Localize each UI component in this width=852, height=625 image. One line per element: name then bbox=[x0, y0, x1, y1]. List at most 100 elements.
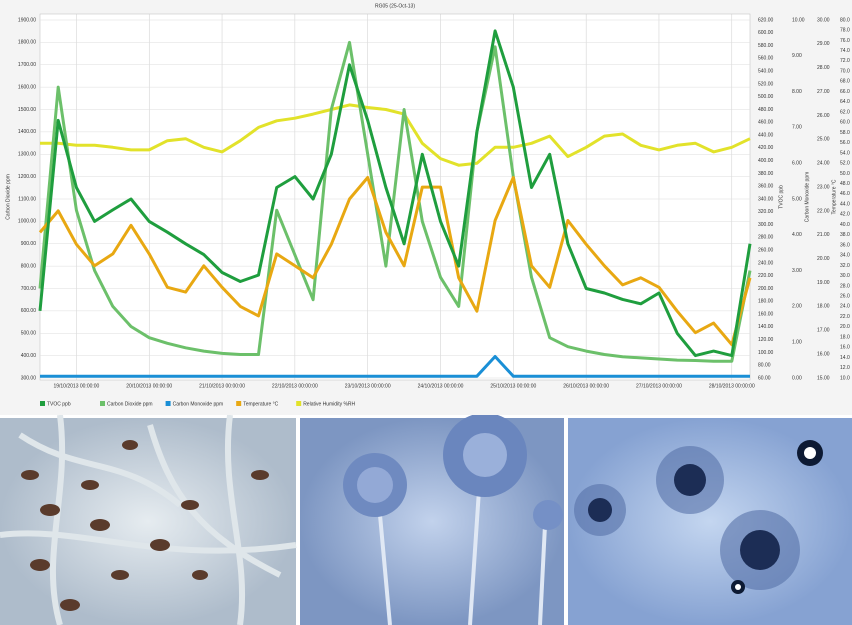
y2-tick-label: 200.00 bbox=[758, 286, 774, 292]
y5-tick-label: 34.0 bbox=[840, 253, 850, 259]
y-tick-label: 1500.00 bbox=[18, 107, 36, 113]
y-tick-label: 1600.00 bbox=[18, 84, 36, 90]
chart: RG05 (25-Oct-13) Carbon Dioxide ppm TVOC… bbox=[0, 0, 852, 415]
y2-tick-label: 560.00 bbox=[758, 56, 774, 62]
micrograph-1 bbox=[0, 415, 296, 625]
y3-tick-label: 8.00 bbox=[792, 89, 802, 95]
y5-tick-label: 78.0 bbox=[840, 28, 850, 34]
y5-tick-label: 80.0 bbox=[840, 17, 850, 23]
y4-tick-label: 26.00 bbox=[817, 113, 830, 119]
x-tick-label: 20/10/2013 00:00:00 bbox=[126, 383, 172, 389]
legend-swatch bbox=[236, 401, 241, 406]
y4-tick-label: 23.00 bbox=[817, 184, 830, 190]
y5-tick-label: 68.0 bbox=[840, 79, 850, 85]
y-tick-label: 700.00 bbox=[21, 286, 37, 292]
y5-tick-label: 14.0 bbox=[840, 355, 850, 361]
y2-tick-label: 540.00 bbox=[758, 68, 774, 74]
y5-tick-label: 56.0 bbox=[840, 140, 850, 146]
y2-tick-label: 360.00 bbox=[758, 184, 774, 190]
y3-tick-label: 9.00 bbox=[792, 53, 802, 59]
y5-tick-label: 60.0 bbox=[840, 120, 850, 126]
x-tick-label: 28/10/2013 00:00:00 bbox=[709, 383, 755, 389]
y5-tick-label: 20.0 bbox=[840, 324, 850, 330]
y-tick-label: 1800.00 bbox=[18, 40, 36, 46]
y3-tick-label: 0.00 bbox=[792, 375, 802, 381]
y2-tick-label: 500.00 bbox=[758, 94, 774, 100]
y2-tick-label: 600.00 bbox=[758, 30, 774, 36]
y-tick-label: 600.00 bbox=[21, 308, 37, 314]
y5-tick-label: 38.0 bbox=[840, 232, 850, 238]
y4-tick-label: 28.00 bbox=[817, 65, 830, 71]
y5-tick-label: 36.0 bbox=[840, 242, 850, 248]
y5-tick-label: 54.0 bbox=[840, 150, 850, 156]
legend-swatch bbox=[166, 401, 171, 406]
y3-tick-label: 2.00 bbox=[792, 304, 802, 310]
y4-tick-label: 29.00 bbox=[817, 41, 830, 47]
y4-tick-label: 19.00 bbox=[817, 280, 830, 286]
y-tick-label: 1000.00 bbox=[18, 219, 36, 225]
y2-tick-label: 520.00 bbox=[758, 81, 774, 87]
x-tick-label: 26/10/2013 00:00:00 bbox=[563, 383, 609, 389]
chart-title: RG05 (25-Oct-13) bbox=[375, 3, 415, 9]
y2-tick-label: 260.00 bbox=[758, 247, 774, 253]
y2-axis-label: TVOC ppb bbox=[778, 185, 784, 209]
y5-tick-label: 40.0 bbox=[840, 222, 850, 228]
legend-label: Relative Humidity %RH bbox=[303, 401, 355, 407]
y4-axis-label: Temperature °C bbox=[831, 179, 837, 214]
y4-tick-label: 24.00 bbox=[817, 161, 830, 167]
y5-tick-label: 22.0 bbox=[840, 314, 850, 320]
y3-tick-label: 10.00 bbox=[792, 17, 805, 23]
y5-tick-label: 30.0 bbox=[840, 273, 850, 279]
y-tick-label: 900.00 bbox=[21, 241, 37, 247]
x-tick-label: 23/10/2013 00:00:00 bbox=[345, 383, 391, 389]
y4-tick-label: 22.00 bbox=[817, 208, 830, 214]
y5-tick-label: 28.0 bbox=[840, 283, 850, 289]
y2-tick-label: 280.00 bbox=[758, 235, 774, 241]
y3-axis-label: Carbon Monoxide ppm bbox=[804, 172, 810, 223]
y5-tick-label: 44.0 bbox=[840, 201, 850, 207]
y2-tick-label: 180.00 bbox=[758, 299, 774, 305]
y-tick-label: 300.00 bbox=[21, 375, 37, 381]
y-tick-label: 800.00 bbox=[21, 263, 37, 269]
y2-tick-label: 140.00 bbox=[758, 324, 774, 330]
y4-tick-label: 16.00 bbox=[817, 351, 830, 357]
y4-tick-label: 15.00 bbox=[817, 375, 830, 381]
y2-tick-label: 160.00 bbox=[758, 311, 774, 317]
x-tick-label: 25/10/2013 00:00:00 bbox=[490, 383, 536, 389]
legend-label: Carbon Dioxide ppm bbox=[107, 401, 153, 407]
y4-tick-label: 25.00 bbox=[817, 137, 830, 143]
y2-tick-label: 460.00 bbox=[758, 120, 774, 126]
y2-tick-label: 420.00 bbox=[758, 145, 774, 151]
y5-tick-label: 74.0 bbox=[840, 48, 850, 54]
y5-tick-label: 12.0 bbox=[840, 365, 850, 371]
y5-tick-label: 52.0 bbox=[840, 161, 850, 167]
y3-tick-label: 1.00 bbox=[792, 340, 802, 346]
y2-tick-label: 580.00 bbox=[758, 43, 774, 49]
y-tick-label: 1100.00 bbox=[18, 196, 36, 202]
y-tick-label: 1300.00 bbox=[18, 152, 36, 158]
y2-tick-label: 240.00 bbox=[758, 260, 774, 266]
y2-tick-label: 80.00 bbox=[758, 363, 771, 369]
y5-tick-label: 64.0 bbox=[840, 99, 850, 105]
y2-tick-label: 440.00 bbox=[758, 132, 774, 138]
legend-label: Carbon Monoxide ppm bbox=[173, 401, 224, 407]
y5-tick-label: 46.0 bbox=[840, 191, 850, 197]
y2-tick-label: 220.00 bbox=[758, 273, 774, 279]
page: {"chart_data":{"type":"line","title":"RG… bbox=[0, 0, 852, 625]
y4-tick-label: 21.00 bbox=[817, 232, 830, 238]
x-tick-label: 24/10/2013 00:00:00 bbox=[418, 383, 464, 389]
y4-tick-label: 18.00 bbox=[817, 304, 830, 310]
y-tick-label: 1700.00 bbox=[18, 62, 36, 68]
y2-tick-label: 340.00 bbox=[758, 196, 774, 202]
y5-tick-label: 66.0 bbox=[840, 89, 850, 95]
y4-tick-label: 30.00 bbox=[817, 17, 830, 23]
y3-tick-label: 7.00 bbox=[792, 125, 802, 131]
y5-tick-label: 32.0 bbox=[840, 263, 850, 269]
y5-tick-label: 42.0 bbox=[840, 212, 850, 218]
y5-tick-label: 76.0 bbox=[840, 38, 850, 44]
y-axis-label: Carbon Dioxide ppm bbox=[5, 174, 11, 220]
y2-tick-label: 100.00 bbox=[758, 350, 774, 356]
legend-label: Temperature °C bbox=[243, 401, 278, 407]
y2-tick-label: 300.00 bbox=[758, 222, 774, 228]
y2-tick-label: 60.00 bbox=[758, 375, 771, 381]
